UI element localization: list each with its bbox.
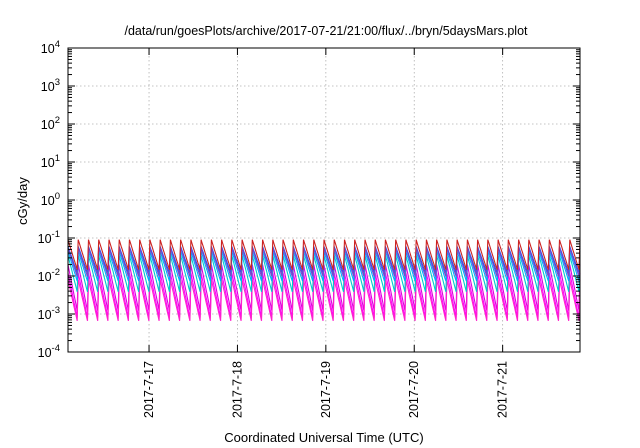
chart-title: /data/run/goesPlots/archive/2017-07-21/2… — [124, 24, 528, 38]
y-tick-label: 100 — [41, 191, 60, 208]
x-axis-label: Coordinated Universal Time (UTC) — [224, 430, 423, 445]
y-tick-label: 10-2 — [38, 267, 60, 284]
y-tick-label: 10-3 — [38, 305, 60, 322]
series-group — [67, 239, 581, 322]
x-axis: 2017-7-17 2017-7-18 2017-7-19 2017-7-20 2017… — [142, 48, 510, 418]
y-tick-label: 103 — [41, 77, 60, 94]
x-tick-label: 2017-7-20 — [407, 361, 421, 418]
y-tick-label: 101 — [41, 153, 60, 170]
y-tick-label: 102 — [41, 115, 60, 132]
x-tick-label: 2017-7-19 — [319, 361, 333, 418]
series-line-7 — [67, 239, 581, 270]
y-tick-label: 10-4 — [38, 343, 60, 360]
y-tick-label: 104 — [41, 39, 60, 56]
y-axis: 10-4 10-3 10-2 10-1 100 101 102 103 104 — [38, 39, 580, 360]
x-tick-label: 2017-7-18 — [230, 361, 244, 418]
grid — [68, 48, 580, 352]
x-tick-label: 2017-7-21 — [496, 361, 510, 418]
y-axis-label: cGy/day — [15, 177, 30, 225]
x-tick-label: 2017-7-17 — [142, 361, 156, 418]
series-line-2 — [67, 279, 581, 322]
y-tick-label: 10-1 — [38, 229, 60, 246]
